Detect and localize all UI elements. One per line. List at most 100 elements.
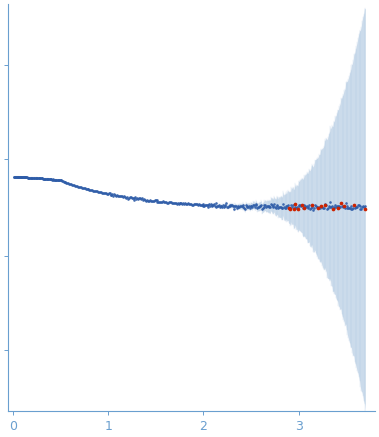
Point	[287, 205, 293, 212]
Point	[72, 182, 78, 189]
Point	[108, 191, 114, 198]
Point	[45, 176, 52, 183]
Point	[13, 173, 19, 180]
Point	[342, 204, 348, 211]
Point	[172, 200, 178, 207]
Point	[50, 176, 56, 183]
Point	[204, 201, 210, 208]
Point	[69, 181, 75, 188]
Point	[58, 177, 64, 184]
Point	[19, 174, 25, 181]
Point	[252, 203, 258, 210]
Point	[53, 177, 60, 184]
Point	[222, 202, 229, 209]
Point	[334, 203, 340, 210]
Point	[217, 204, 223, 211]
Point	[147, 197, 153, 204]
Point	[265, 203, 271, 210]
Point	[239, 202, 245, 209]
Point	[169, 199, 175, 206]
Point	[59, 177, 65, 184]
Point	[68, 181, 74, 188]
Point	[187, 201, 193, 208]
Point	[332, 202, 338, 209]
Point	[227, 201, 233, 208]
Point	[357, 205, 363, 212]
Point	[152, 196, 158, 203]
Point	[81, 184, 87, 191]
Point	[182, 200, 188, 207]
Point	[230, 205, 236, 212]
Point	[14, 173, 20, 180]
Point	[254, 205, 260, 212]
Point	[316, 203, 322, 210]
Point	[13, 173, 19, 180]
Point	[245, 203, 251, 210]
Point	[267, 204, 273, 211]
Point	[153, 197, 160, 204]
Point	[310, 206, 316, 213]
Point	[181, 200, 187, 207]
Point	[144, 197, 150, 204]
Point	[251, 201, 257, 208]
Point	[155, 198, 161, 205]
Point	[48, 176, 54, 183]
Point	[275, 205, 281, 212]
Point	[212, 202, 218, 209]
Point	[190, 201, 196, 208]
Point	[136, 195, 142, 202]
Point	[274, 201, 280, 208]
Point	[200, 202, 207, 209]
Point	[24, 174, 30, 181]
Point	[301, 202, 307, 209]
Point	[327, 199, 334, 206]
Point	[348, 205, 354, 212]
Point	[344, 202, 350, 209]
Point	[236, 203, 242, 210]
Point	[162, 198, 168, 205]
Point	[17, 173, 23, 180]
Point	[250, 201, 256, 208]
Point	[167, 199, 173, 206]
Point	[15, 173, 21, 180]
Point	[263, 203, 269, 210]
Point	[47, 176, 53, 183]
Point	[20, 173, 27, 180]
Point	[53, 177, 59, 184]
Point	[51, 176, 57, 183]
Point	[67, 180, 73, 187]
Point	[171, 200, 177, 207]
Point	[240, 204, 246, 211]
Point	[28, 174, 34, 181]
Point	[328, 204, 334, 211]
Point	[27, 174, 33, 181]
Point	[192, 200, 198, 207]
Point	[63, 179, 69, 186]
Point	[85, 186, 91, 193]
Point	[92, 187, 98, 194]
Point	[266, 204, 272, 211]
Point	[270, 202, 276, 209]
Point	[35, 175, 41, 182]
Point	[323, 201, 329, 208]
Point	[266, 203, 273, 210]
Point	[219, 204, 225, 211]
Point	[19, 174, 25, 181]
Point	[16, 173, 22, 180]
Point	[231, 202, 237, 209]
Point	[106, 189, 113, 196]
Point	[336, 203, 342, 210]
Point	[14, 173, 20, 180]
Point	[47, 176, 53, 183]
Point	[170, 199, 176, 206]
Point	[121, 193, 127, 200]
Point	[175, 200, 181, 207]
Point	[258, 201, 264, 208]
Point	[293, 205, 299, 212]
Point	[323, 201, 329, 208]
Point	[273, 204, 279, 211]
Point	[133, 196, 139, 203]
Point	[110, 191, 116, 198]
Point	[353, 203, 359, 210]
Point	[18, 174, 24, 181]
